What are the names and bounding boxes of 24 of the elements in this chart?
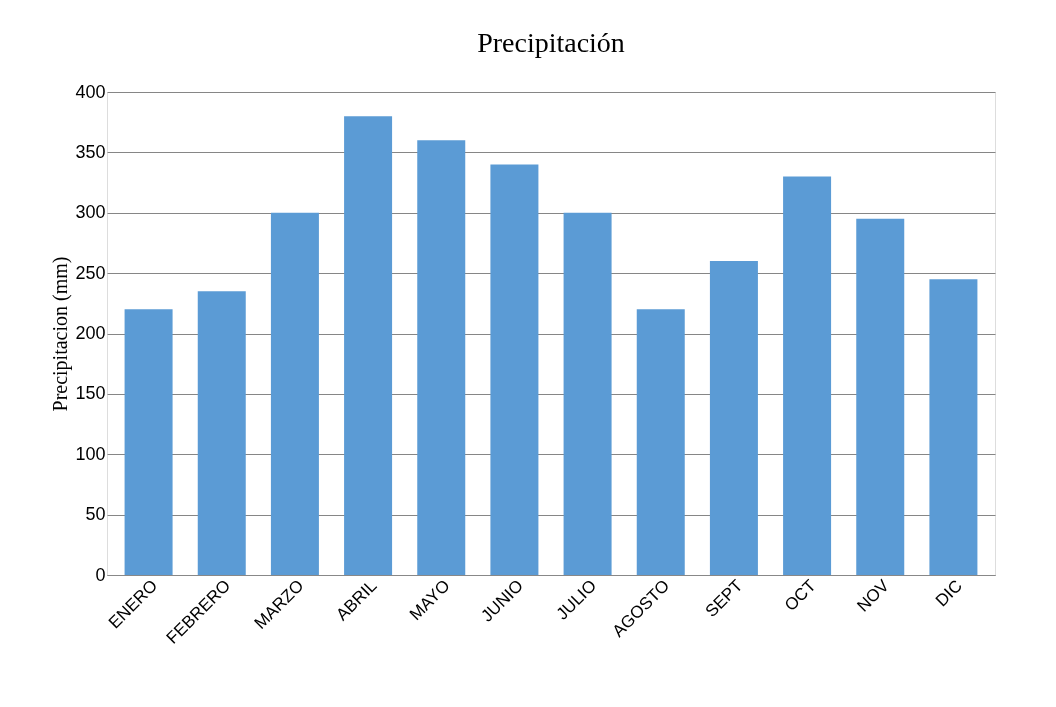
y-tick-label: 200 — [75, 323, 106, 343]
bar — [709, 261, 758, 575]
y-tick-label: 300 — [75, 202, 106, 223]
y-tick-label: 400 — [75, 81, 106, 102]
bar — [197, 291, 246, 575]
bar — [270, 212, 319, 575]
y-tick-label: 50 — [85, 504, 106, 525]
bar — [929, 279, 978, 575]
x-tick-label: DIC — [931, 576, 966, 611]
y-axis-title: Precipitacion (mm) — [49, 256, 73, 412]
y-tick-label: 350 — [75, 141, 106, 162]
bar — [417, 140, 466, 575]
bar — [124, 309, 173, 575]
bar — [783, 176, 832, 575]
bar — [856, 218, 905, 575]
chart-title: Precipitación — [477, 27, 625, 58]
bar — [344, 116, 393, 575]
bar — [490, 164, 539, 575]
y-tick-label: 0 — [95, 564, 106, 585]
y-tick-label: 100 — [75, 443, 106, 464]
bar — [636, 309, 685, 575]
bar — [563, 212, 612, 575]
y-tick-label: 250 — [75, 262, 106, 283]
y-tick-label: 150 — [75, 383, 106, 404]
